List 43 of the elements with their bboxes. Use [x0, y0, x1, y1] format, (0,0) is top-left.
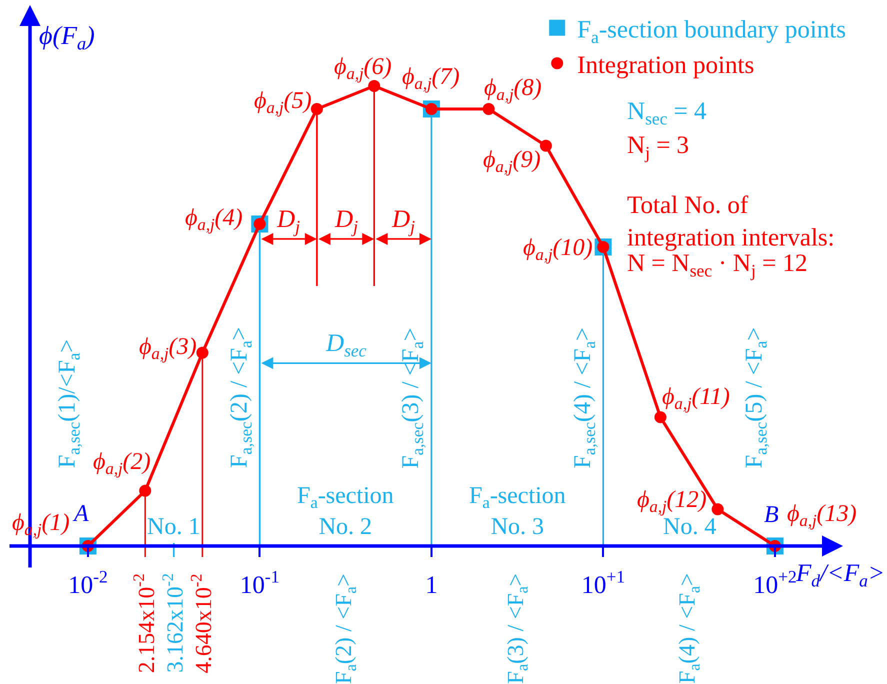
annotation: ϕ$_{a,j}$(8) — [484, 75, 542, 104]
x-tick-label: 10$^{-1}$ — [240, 566, 280, 599]
annotation: F$_{a}$-section No. 2 — [297, 483, 394, 540]
annotation: ϕ$_{a,j}$(13) — [787, 501, 857, 530]
point — [196, 346, 208, 359]
legend-label: F$_{a}$-section boundary points — [577, 16, 846, 47]
annotation: ϕ$_{a,j}$(12) — [637, 487, 707, 516]
annotation: D$_{j}$ — [391, 206, 416, 236]
x-tick-label: 10$^{+2}$ — [753, 566, 797, 599]
legend-label: Integration points — [577, 52, 754, 79]
annotation: ϕ$_{a,j}$(4) — [185, 205, 243, 234]
annotation: ϕ$_{a,j}$(2) — [93, 449, 151, 478]
annotation: N$_{sec}$ = 4 — [627, 98, 708, 128]
annotation: No. 1 — [147, 514, 200, 540]
annotation: No. 4 — [663, 514, 716, 540]
annotation: ϕ$_{a,j}$(3) — [139, 334, 197, 364]
annotation: ϕ$_{a,j}$(7) — [402, 64, 460, 94]
annotation: D$_{j}$ — [334, 206, 358, 236]
annotation: ϕ$_{a,j}$(6) — [334, 54, 392, 84]
point — [310, 102, 323, 115]
annotation: N = N$_{sec}$ · N$_{j}$ = 12 — [627, 250, 808, 280]
x-axis-title: F$_{d}$/<F$_{a}$> — [795, 560, 885, 590]
annotation: N$_{j}$ = 3 — [627, 132, 690, 162]
x-tick-label: 10$^{+1}$ — [581, 566, 626, 599]
annotation: B — [764, 502, 779, 528]
point — [540, 140, 552, 152]
point — [712, 503, 724, 516]
point — [482, 102, 495, 115]
point — [368, 80, 380, 92]
annotation: Total No. of integration intervals: — [627, 192, 835, 252]
annotation: F$_{a}$-section No. 3 — [469, 483, 566, 540]
x-tick-label: 1 — [425, 572, 438, 599]
annotation: ϕ$_{a,j}$(11) — [662, 384, 730, 414]
annotation: D$_{sec}$ — [325, 330, 367, 360]
y-axis-title: ϕ(F$_{a}$) — [39, 21, 95, 54]
point — [139, 484, 152, 497]
annotation: ϕ$_{a,j}$(10) — [523, 235, 593, 264]
x-tick-label: 10$^{-2}$ — [68, 566, 108, 599]
annotation: D$_{j}$ — [276, 206, 300, 236]
annotation: ϕ$_{a,j}$(9) — [483, 147, 541, 176]
point — [654, 411, 666, 424]
annotation: A — [72, 501, 89, 527]
annotation: ϕ$_{a,j}$(5) — [254, 88, 312, 118]
